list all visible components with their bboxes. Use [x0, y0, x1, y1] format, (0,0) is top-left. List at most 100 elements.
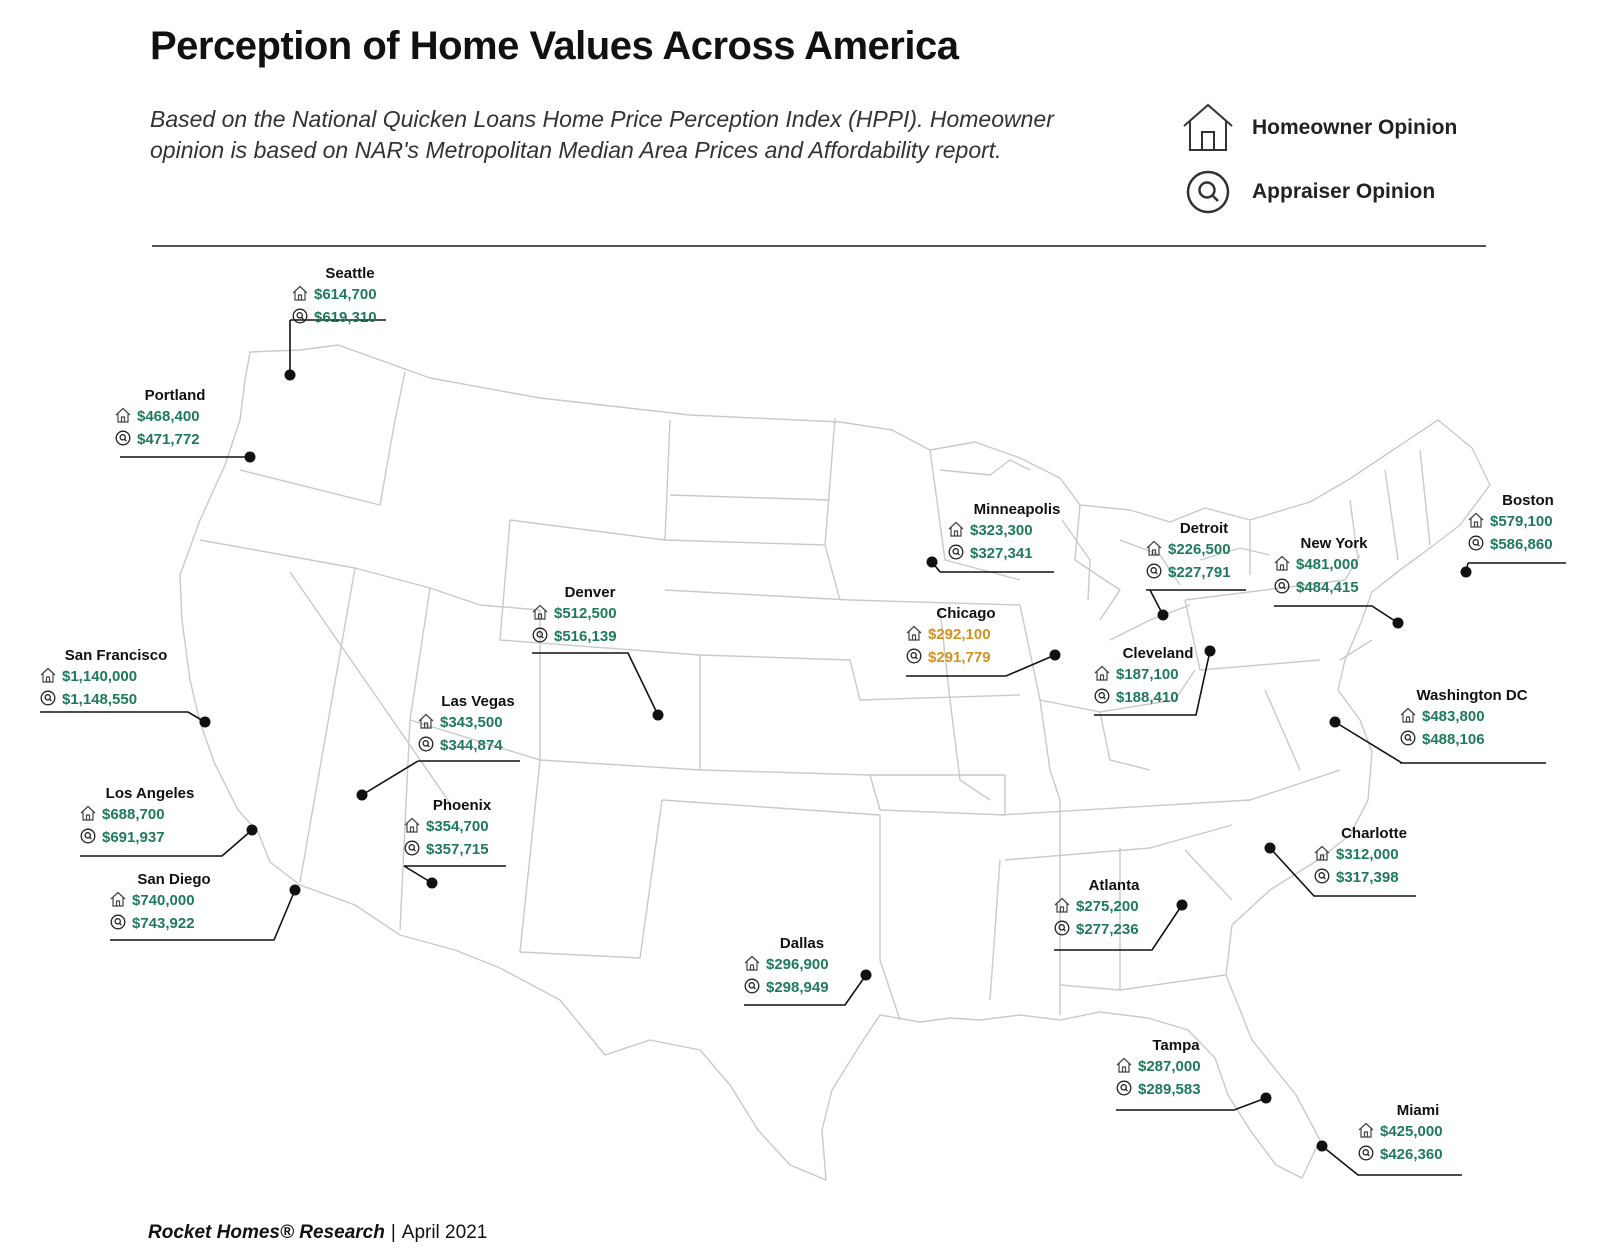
- city-marker: [1392, 617, 1404, 629]
- homeowner-price: $187,100: [1116, 666, 1179, 683]
- page-title: Perception of Home Values Across America: [150, 24, 959, 68]
- appraiser-magnifier-icon: [80, 828, 96, 844]
- appraiser-price: $291,779: [928, 649, 991, 666]
- homeowner-price: $275,200: [1076, 898, 1139, 915]
- appraiser-price: $488,106: [1422, 731, 1485, 748]
- leader-line: [906, 654, 1056, 677]
- city-name: Dallas: [780, 935, 824, 952]
- homeowner-price: $483,800: [1422, 708, 1485, 725]
- city-marker: [652, 709, 664, 721]
- city-name: Detroit: [1180, 520, 1228, 537]
- appraiser-magnifier-icon: [115, 430, 131, 446]
- appraiser-price: $516,139: [554, 628, 617, 645]
- city-marker: [246, 824, 258, 836]
- appraiser-magnifier-icon: [948, 544, 964, 560]
- city-name: Los Angeles: [106, 785, 195, 802]
- appraiser-price: $317,398: [1336, 869, 1399, 886]
- city-name: New York: [1301, 535, 1369, 552]
- legend-homeowner: Homeowner Opinion: [1180, 100, 1457, 156]
- homeowner-price: $226,500: [1168, 541, 1231, 558]
- city-name: Denver: [565, 584, 616, 601]
- appraiser-magnifier-icon: [1314, 868, 1330, 884]
- legend-appraiser-label: Appraiser Opinion: [1252, 180, 1436, 203]
- footer: Rocket Homes® Research | April 2021: [148, 1222, 487, 1244]
- state-borders: [199, 371, 1431, 1021]
- appraiser-price: $298,949: [766, 979, 829, 996]
- footer-separator: |: [390, 1222, 396, 1243]
- appraiser-price: $619,310: [314, 309, 377, 326]
- map-states: [179, 344, 1491, 1181]
- appraiser-price: $586,860: [1490, 536, 1553, 553]
- appraiser-magnifier-icon: [1468, 535, 1484, 551]
- city-boston: Boston $579,100 $586,860: [1460, 492, 1566, 578]
- appraiser-magnifier-icon: [418, 736, 434, 752]
- appraiser-price: $188,410: [1116, 689, 1179, 706]
- house-icon: [1094, 665, 1110, 681]
- homeowner-price: $343,500: [440, 714, 503, 731]
- leader-line: [80, 829, 253, 857]
- leader-line: [1465, 562, 1566, 573]
- leader-line: [1321, 1145, 1462, 1176]
- city-san-francisco: San Francisco $1,140,000 $1,148,550: [40, 647, 211, 728]
- city-name: San Diego: [137, 871, 210, 888]
- appraiser-magnifier-icon: [1116, 1080, 1132, 1096]
- house-icon: [1468, 512, 1484, 528]
- city-name: Portland: [145, 387, 206, 404]
- city-dallas: Dallas $296,900 $298,949: [744, 935, 872, 1006]
- house-icon: [418, 713, 434, 729]
- house-icon: [948, 521, 964, 537]
- leader-line: [40, 711, 206, 723]
- leader-line: [532, 652, 659, 716]
- appraiser-magnifier-icon: [1146, 563, 1162, 579]
- homeowner-price: $296,900: [766, 956, 829, 973]
- city-marker: [289, 884, 301, 896]
- legend: Homeowner Opinion Appraiser Opinion: [1180, 100, 1520, 230]
- homeowner-price: $481,000: [1296, 556, 1359, 573]
- appraiser-magnifier-icon: [1400, 730, 1416, 746]
- city-name: Seattle: [325, 265, 374, 282]
- city-marker: [1460, 566, 1472, 578]
- city-name: Charlotte: [1341, 825, 1407, 842]
- city-atlanta: Atlanta $275,200 $277,236: [1054, 877, 1188, 951]
- leader-line: [931, 561, 1054, 573]
- appraiser-price: $344,874: [440, 737, 503, 754]
- leader-line: [361, 760, 520, 796]
- city-marker: [1176, 899, 1188, 911]
- city-charlotte: Charlotte $312,000 $317,398: [1264, 825, 1416, 897]
- house-icon: [906, 625, 922, 641]
- house-icon: [1116, 1057, 1132, 1073]
- leader-line: [1334, 721, 1546, 764]
- legend-homeowner-label: Homeowner Opinion: [1252, 116, 1458, 139]
- city-name: Minneapolis: [974, 501, 1061, 518]
- city-name: Atlanta: [1089, 877, 1140, 894]
- leader-line: [403, 865, 506, 884]
- house-icon: [1358, 1122, 1374, 1138]
- house-icon: [1274, 555, 1290, 571]
- city-san-diego: San Diego $740,000 $743,922: [110, 871, 301, 941]
- city-cleveland: Cleveland $187,100 $188,410: [1094, 645, 1216, 716]
- appraiser-magnifier-icon: [1358, 1145, 1374, 1161]
- city-portland: Portland $468,400 $471,772: [115, 387, 256, 463]
- house-icon: [1400, 707, 1416, 723]
- homeowner-price: $292,100: [928, 626, 991, 643]
- city-marker: [1260, 1092, 1272, 1104]
- leader-line: [1094, 650, 1211, 716]
- house-icon: [1054, 897, 1070, 913]
- appraiser-magnifier-icon: [110, 914, 126, 930]
- us-outline: [179, 344, 1491, 1181]
- city-name: Tampa: [1152, 1037, 1200, 1054]
- appraiser-magnifier-icon: [1054, 920, 1070, 936]
- appraiser-magnifier-icon: [744, 978, 760, 994]
- great-lakes: [939, 459, 1271, 641]
- city-name: Phoenix: [433, 797, 492, 814]
- appraiser-magnifier-icon: [1186, 170, 1230, 214]
- city-denver: Denver $512,500 $516,139: [532, 584, 664, 721]
- appraiser-price: $327,341: [970, 545, 1033, 562]
- city-name: Chicago: [936, 605, 995, 622]
- appraiser-magnifier-icon: [1274, 578, 1290, 594]
- city-washington-dc: Washington DC $483,800 $488,106: [1329, 687, 1546, 764]
- appraiser-price: $471,772: [137, 431, 200, 448]
- leader-line: [1116, 1097, 1267, 1111]
- leader-line: [289, 319, 386, 375]
- city-marker: [1329, 716, 1341, 728]
